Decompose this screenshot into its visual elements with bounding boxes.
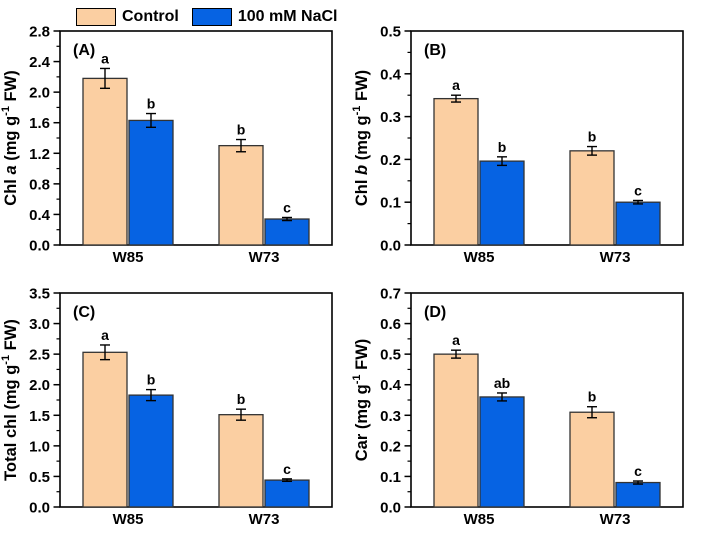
panel-label: (D) [424,304,446,321]
plot-frame [59,30,333,246]
y-tick-label: 0.4 [380,66,402,83]
y-tick-label: 2.0 [29,85,50,102]
y-tick-label: 2.5 [29,347,50,364]
y-tick-label: 1.6 [29,115,50,132]
y-tick-label: 1.5 [29,408,50,425]
y-tick-label: 0.6 [380,316,401,333]
legend-label-control: Control [122,8,179,25]
sig-letter: b [588,129,597,145]
bar [479,160,525,246]
bar [615,201,661,246]
bar [128,119,174,246]
sig-letter: b [237,391,246,407]
sig-letter: c [283,199,291,215]
y-tick-label: 0.4 [380,377,402,394]
y-tick-label: 3.5 [29,287,50,303]
y-axis-title: Chl a (mg g-1 FW) [0,70,20,205]
y-tick-label: 2.4 [29,54,51,71]
y-tick-label: 0.4 [29,207,51,224]
panel-label: (C) [73,304,95,321]
bar [479,396,525,508]
legend-swatch-control [76,8,116,26]
panel-label: (A) [73,42,95,59]
y-tick-label: 0.5 [380,347,401,364]
sig-letter: c [634,182,642,198]
category-label: W85 [464,249,495,266]
y-tick-label: 1.0 [29,438,50,455]
sig-letter: b [237,122,246,138]
category-label: W73 [249,511,280,528]
y-tick-label: 0.7 [380,287,401,303]
sig-letter: c [634,463,642,479]
bar [433,97,479,246]
bar [264,479,310,508]
category-label: W85 [464,511,495,528]
y-tick-label: 0.5 [380,25,401,41]
y-tick-label: 2.0 [29,377,50,394]
sig-letter: ab [494,375,510,391]
category-label: W73 [249,249,280,266]
y-tick-label: 2.8 [29,25,50,41]
category-label: W85 [113,249,144,266]
y-tick-label: 0.5 [29,469,50,486]
panel-c-chart: 0.0 0.5 1.0 1.5 2.0 2.5 3.0 3.5 a b W85 b c W73 (C) Tot… [0,287,333,528]
bar [264,218,310,246]
y-axis-title: Total chl (mg g-1 FW) [0,319,20,481]
sig-letter: a [452,77,460,93]
panel-label: (B) [424,42,446,59]
bar [128,394,174,508]
sig-letter: b [147,372,156,388]
chart-legend: Control 100 mM NaCl [76,5,337,29]
sig-letter: b [588,389,597,405]
sig-letter: b [147,96,156,112]
category-label: W73 [600,249,631,266]
plot-frame [410,30,684,246]
y-tick-label: 1.2 [29,146,50,163]
y-tick-label: 0.8 [29,176,50,193]
y-tick-label: 0.3 [380,109,401,126]
y-tick-label: 0.1 [380,469,401,486]
y-tick-label: 0.0 [29,500,50,517]
panel-b-chart: 0.0 0.1 0.2 0.3 0.4 0.5 a b W85 b c W73 (B) Chl b (mg… [351,25,684,266]
y-tick-label: 0.0 [380,500,401,517]
category-label: W73 [600,511,631,528]
bar [433,353,479,508]
bar [218,144,264,246]
panel-d-chart: 0.0 0.1 0.2 0.3 0.4 0.5 0.6 0.7 a ab W85 b c W73 (D) Ca… [351,287,684,528]
legend-label-nacl: 100 mM NaCl [237,8,338,25]
bar [569,411,615,508]
legend-swatch-nacl [191,8,232,26]
plot-frame [59,292,333,508]
bar [615,481,661,508]
sig-letter: b [498,139,507,155]
bar [569,150,615,246]
y-axis-title: Car (mg g-1 FW) [351,339,371,462]
y-tick-label: 0.3 [380,408,401,425]
bar [82,351,128,508]
plot-frame [410,292,684,508]
sig-letter: a [101,327,109,343]
bar [218,414,264,508]
y-tick-label: 0.0 [380,238,401,255]
y-tick-label: 0.2 [380,438,401,455]
sig-letter: a [101,50,109,66]
panel-a-chart: 0.0 0.4 0.8 1.2 1.6 2.0 2.4 2.8 a b W85 b c W73 (A) Chl… [0,25,333,266]
bar [82,77,128,246]
y-tick-label: 3.0 [29,316,50,333]
y-tick-label: 0.2 [380,152,401,169]
sig-letter: c [283,461,291,477]
y-tick-label: 0.0 [29,238,50,255]
category-label: W85 [113,511,144,528]
sig-letter: a [452,332,460,348]
y-axis-title: Chl b (mg g-1 FW) [351,70,371,206]
y-tick-label: 0.1 [380,195,401,212]
